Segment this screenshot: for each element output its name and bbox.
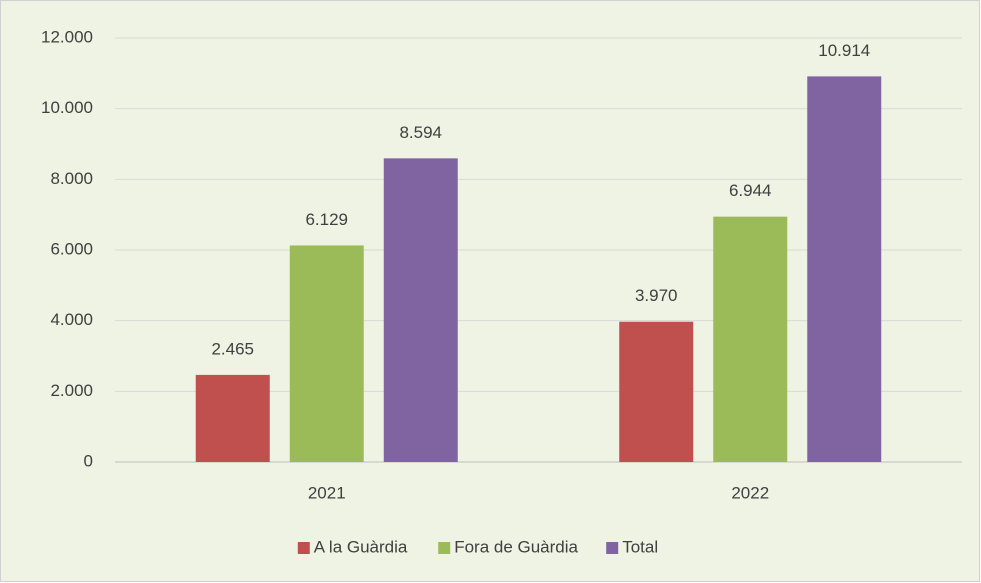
value-label: 10.914 — [818, 41, 870, 60]
y-tick-label: 6.000 — [50, 239, 93, 258]
legend-label: Total — [622, 537, 658, 556]
bar — [619, 321, 694, 462]
legend-swatch — [438, 542, 451, 554]
legend-label: Fora de Guàrdia — [454, 537, 578, 556]
bar — [195, 374, 270, 462]
legend-label: A la Guàrdia — [314, 537, 408, 556]
x-tick-label: 2022 — [731, 483, 769, 502]
value-label: 6.129 — [305, 210, 348, 229]
y-tick-label: 2.000 — [50, 381, 93, 400]
value-label: 6.944 — [729, 181, 772, 200]
y-tick-label: 4.000 — [50, 310, 93, 329]
legend-swatch — [606, 542, 619, 554]
bar — [713, 216, 788, 462]
bar — [289, 245, 364, 462]
y-tick-label: 0 — [84, 451, 93, 470]
value-label: 3.970 — [635, 286, 678, 305]
bar — [383, 158, 458, 462]
legend-swatch — [297, 542, 310, 554]
bar — [807, 76, 882, 462]
value-label: 2.465 — [211, 339, 254, 358]
value-label: 8.594 — [399, 123, 442, 142]
y-tick-label: 12.000 — [41, 27, 93, 46]
x-tick-label: 2021 — [308, 483, 346, 502]
y-tick-label: 8.000 — [50, 169, 93, 188]
y-tick-label: 10.000 — [41, 98, 93, 117]
